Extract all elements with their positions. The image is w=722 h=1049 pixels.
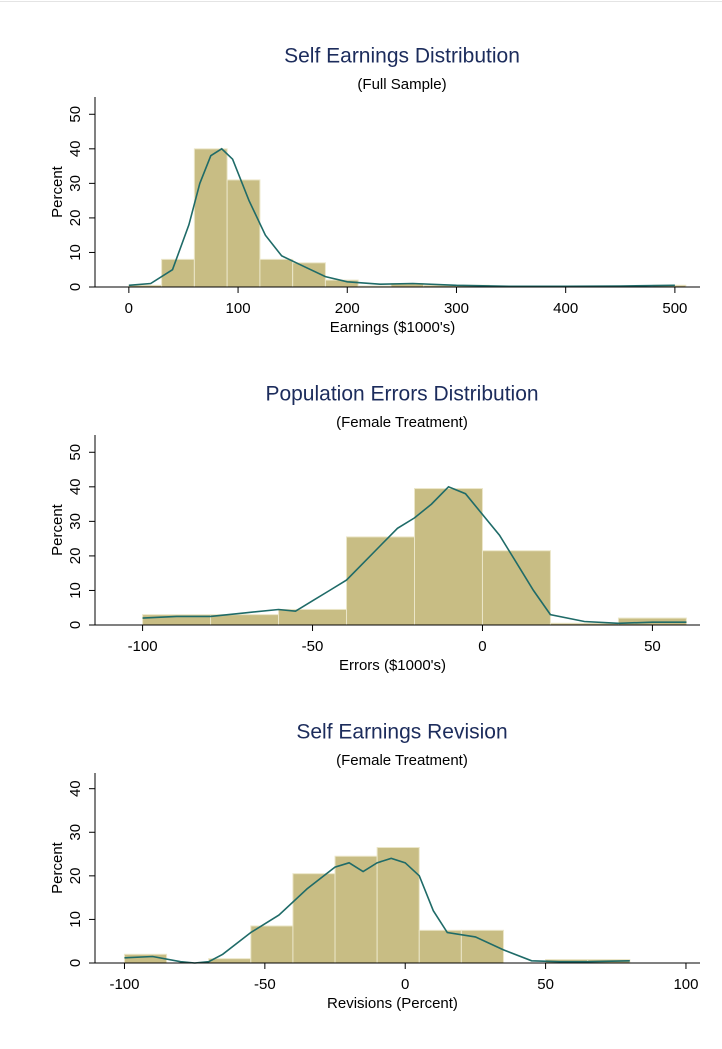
bar: [292, 873, 336, 964]
chart-subtitle: (Female Treatment): [336, 752, 468, 769]
bar: [418, 929, 462, 964]
chart-title: Self Earnings Revision: [296, 721, 507, 744]
bar: [210, 614, 280, 626]
chart-title: Self Earnings Distribution: [284, 45, 520, 68]
density-line: [128, 147, 675, 288]
x-axis-label: Errors ($1000's): [339, 657, 446, 674]
x-tick-label: 500: [662, 300, 687, 317]
chart-title: Population Errors Distribution: [265, 383, 538, 406]
y-tick-label: 0: [67, 959, 84, 967]
bar: [259, 258, 294, 288]
bar: [278, 608, 348, 626]
x-axis-label: Revisions (Percent): [327, 995, 458, 1012]
y-tick-label: 20: [67, 210, 84, 227]
y-tick-label: 0: [67, 283, 84, 291]
x-tick-label: 0: [478, 638, 486, 655]
density-line: [142, 485, 687, 625]
density-line: [124, 857, 630, 964]
x-tick-label: 300: [444, 300, 469, 317]
y-tick-label: 10: [67, 582, 84, 599]
y-tick-label: 0: [67, 621, 84, 629]
y-tick-label: 50: [67, 106, 84, 123]
bar: [208, 958, 252, 964]
x-tick-label: 50: [537, 976, 554, 993]
bar: [413, 488, 483, 626]
x-tick-label: 100: [226, 300, 251, 317]
bar: [250, 925, 294, 964]
x-axis-label: Earnings ($1000's): [330, 319, 455, 336]
x-tick-label: 0: [125, 300, 133, 317]
y-axis-label: Percent: [49, 841, 66, 894]
bar: [193, 148, 228, 288]
y-tick-label: 40: [67, 780, 84, 797]
y-tick-label: 30: [67, 824, 84, 841]
y-tick-label: 40: [67, 140, 84, 157]
x-tick-label: 100: [673, 976, 698, 993]
y-tick-label: 10: [67, 911, 84, 928]
y-tick-label: 30: [67, 513, 84, 530]
chart-subtitle: (Full Sample): [357, 76, 446, 93]
x-tick-label: 0: [401, 976, 409, 993]
bar: [346, 536, 415, 626]
bar: [376, 847, 420, 964]
y-tick-label: 20: [67, 548, 84, 565]
chart-subtitle: (Female Treatment): [336, 414, 468, 431]
x-tick-label: -50: [254, 976, 276, 993]
bar: [226, 179, 261, 288]
y-tick-label: 20: [67, 868, 84, 885]
x-tick-label: 200: [335, 300, 360, 317]
y-tick-label: 50: [67, 444, 84, 461]
bar: [334, 855, 378, 964]
x-tick-label: -100: [109, 976, 139, 993]
x-tick-label: 400: [553, 300, 578, 317]
x-tick-label: -50: [302, 638, 324, 655]
y-axis-label: Percent: [49, 503, 66, 556]
y-axis-label: Percent: [49, 165, 66, 218]
y-tick-label: 30: [67, 175, 84, 192]
y-tick-label: 10: [67, 244, 84, 261]
y-tick-label: 40: [67, 478, 84, 495]
x-tick-label: -100: [128, 638, 158, 655]
x-tick-label: 50: [644, 638, 661, 655]
